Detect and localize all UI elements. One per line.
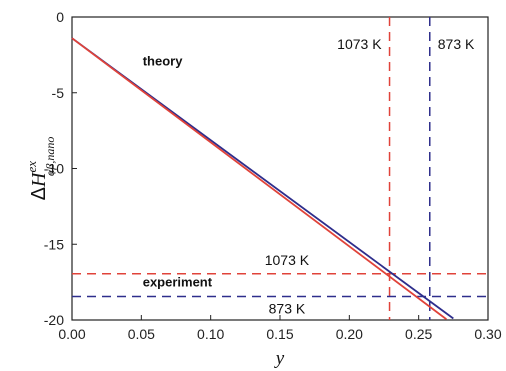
x-tick-label: 0.25 <box>405 326 432 342</box>
y-tick-label: -10 <box>44 161 64 177</box>
x-axis-label: y <box>274 348 285 369</box>
hline-label-873: 873 K <box>269 301 306 317</box>
label-layer: 0.00 0.05 0.10 0.15 0.20 0.25 0.30 0 -5 -10 -15 -20… <box>24 9 502 369</box>
x-tick-label: 0.20 <box>336 326 363 342</box>
y-tick-label: -15 <box>44 236 64 252</box>
plot-layer <box>71 16 489 321</box>
vline-label-873: 873 K <box>438 36 475 52</box>
y-tick-label: 0 <box>56 9 64 25</box>
y-tick-label: -5 <box>52 85 65 101</box>
series-line-1 <box>71 37 447 320</box>
y-axis-label: ΔHex αβ,nano <box>24 137 57 201</box>
y-axis-label-text: ΔHex αβ,nano <box>24 137 57 201</box>
y-tick-label: -20 <box>44 312 64 328</box>
x-tick-label: 0.05 <box>128 326 155 342</box>
experiment-annotation: experiment <box>143 275 213 290</box>
hline-label-1073: 1073 K <box>265 252 310 268</box>
plot-frame <box>71 16 489 321</box>
theory-annotation: theory <box>143 53 184 68</box>
x-tick-label: 0.10 <box>197 326 224 342</box>
x-tick-label: 0.15 <box>266 326 293 342</box>
vline-label-1073: 1073 K <box>337 36 382 52</box>
x-tick-label: 0.00 <box>58 326 85 342</box>
x-tick-label: 0.30 <box>474 326 501 342</box>
